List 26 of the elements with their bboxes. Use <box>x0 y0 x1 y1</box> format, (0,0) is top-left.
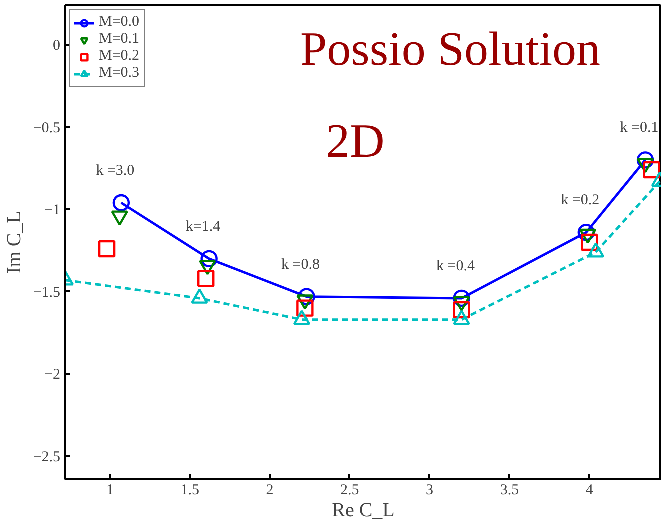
x-tick-label: 1 <box>106 482 114 498</box>
x-tick-label: 2.5 <box>340 482 360 498</box>
annotation: k =0.8 <box>282 256 320 273</box>
x-tick-label: 3 <box>426 482 434 498</box>
x-tick-label: 2 <box>266 482 274 498</box>
x-tick-label: 1.5 <box>180 482 200 498</box>
x-tick-label: 3.5 <box>500 482 520 498</box>
x-axis-title: Re C_L <box>332 500 395 522</box>
y-axis-title: Im C_L <box>3 211 26 274</box>
annotation: k=1.4 <box>186 218 222 235</box>
x-tick-label: 4 <box>586 482 594 498</box>
y-tick-label: −0.5 <box>33 120 61 136</box>
text: Possio Solution 2D <box>300 23 601 168</box>
annotation: k =0.1 <box>620 120 659 136</box>
y-tick-label: −2.5 <box>33 449 61 466</box>
legend-label: M=0.0 <box>99 14 140 31</box>
annotation: k =0.2 <box>561 192 600 209</box>
legend-label: M=0.3 <box>99 65 140 82</box>
annotation: k =0.4 <box>436 258 476 274</box>
y-tick-label: −2 <box>44 367 61 384</box>
annotation: k =3.0 <box>96 163 135 179</box>
y-tick-label: 0 <box>53 38 60 54</box>
y-tick-label: −1 <box>44 202 61 219</box>
legend-label: M=0.1 <box>99 31 140 48</box>
y-tick-label: −1.5 <box>33 284 61 301</box>
legend-label: M=0.2 <box>99 48 140 65</box>
